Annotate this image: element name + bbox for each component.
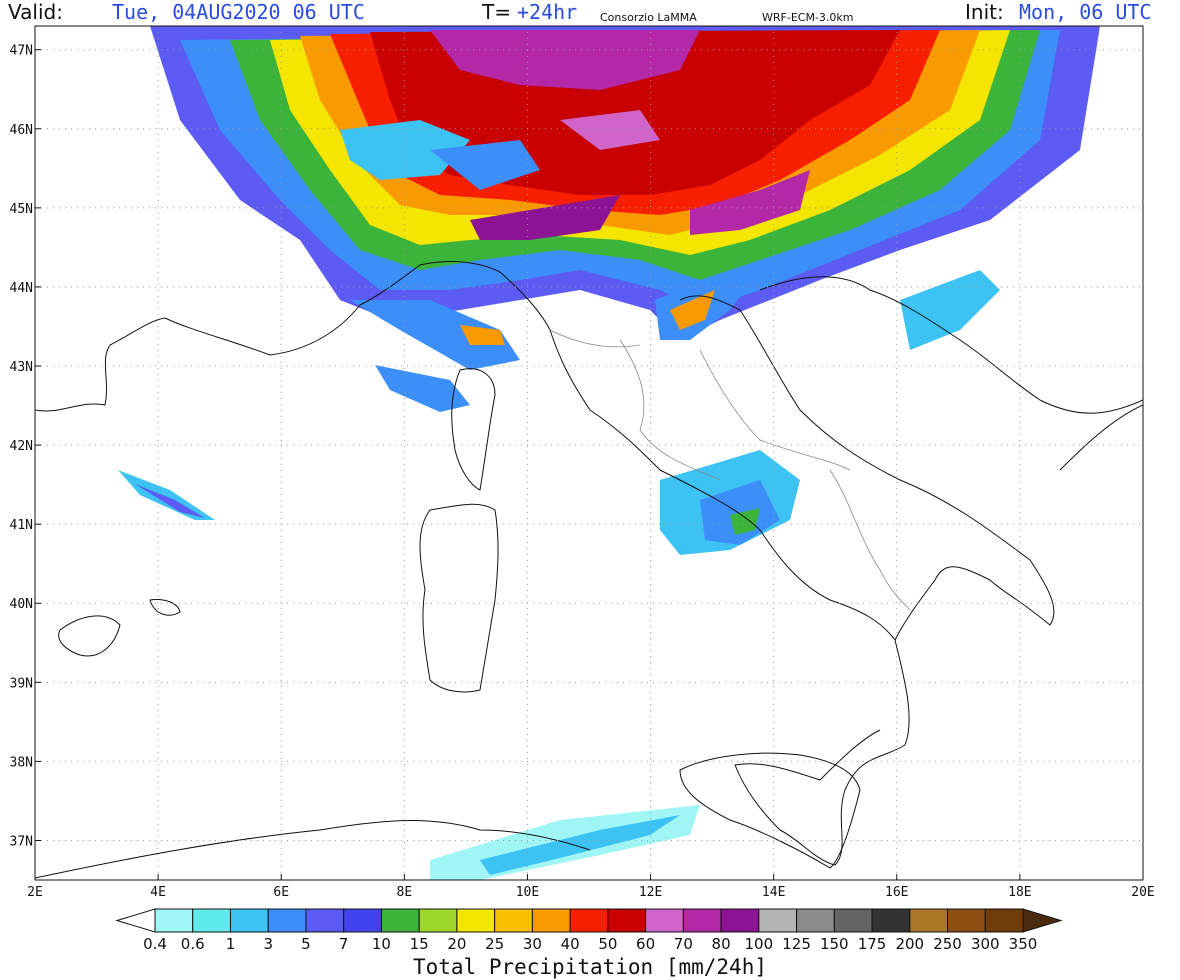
- lat-tick-label: 39N: [10, 676, 33, 691]
- colorbar-high-triangle: [1022, 908, 1063, 933]
- lon-tick-label: 20E: [1131, 885, 1154, 898]
- lat-tick-label: 46N: [10, 123, 33, 138]
- lon-tick-label: 2E: [27, 885, 43, 898]
- colorbar-level-label: 30: [523, 935, 542, 953]
- colorbar-swatch: [154, 908, 194, 933]
- colorbar-level-label: 25: [485, 935, 504, 953]
- lat-tick-label: 47N: [10, 44, 33, 59]
- colorbar-level-label: 40: [561, 935, 580, 953]
- colorbar-level-label: 70: [674, 935, 693, 953]
- lon-tick-label: 4E: [150, 885, 166, 898]
- colorbar-level-label: 5: [301, 935, 311, 953]
- valid-datetime: Tue, 04AUG2020 06 UTC: [112, 0, 365, 24]
- colorbar-swatch: [267, 908, 307, 933]
- lon-tick-label: 10E: [516, 885, 539, 898]
- precipitation-field: [118, 26, 1100, 880]
- lat-tick-label: 44N: [10, 281, 33, 296]
- colorbar-swatch: [947, 908, 986, 933]
- valid-label: Valid:: [8, 0, 63, 24]
- colorbar-swatch: [645, 908, 684, 933]
- colorbar-swatches: [115, 908, 1063, 933]
- model-label: WRF-ECM-3.0km: [762, 11, 854, 24]
- colorbar-low-triangle: [115, 908, 156, 933]
- colorbar-swatch: [192, 908, 231, 933]
- forecast-hour-label: T=: [482, 0, 511, 24]
- colorbar-swatch: [833, 908, 873, 933]
- forecast-hour: +24hr: [517, 0, 578, 24]
- colorbar-swatch: [531, 908, 571, 933]
- colorbar-title: Total Precipitation [mm/24h]: [413, 955, 767, 979]
- colorbar-labels: 0.4 0.6 1 3 5 7 10 15 20 25 30 40 50 60 70 80 100 125 150 1…: [143, 935, 1037, 953]
- colorbar-level-label: 3: [263, 935, 273, 953]
- colorbar-level-label: 15: [410, 935, 429, 953]
- colorbar-level-label: 350: [1009, 935, 1038, 953]
- colorbar-swatch: [569, 908, 609, 933]
- colorbar-swatch: [305, 908, 345, 933]
- colorbar-level-label: 150: [820, 935, 849, 953]
- colorbar-swatch: [871, 908, 911, 933]
- regional-borders: [549, 329, 911, 611]
- colorbar-swatch: [682, 908, 722, 933]
- colorbar-level-label: 0.4: [143, 935, 167, 953]
- precipitation-map: 47N 46N 45N 44N 43N 42N 41N 40N 39N 38N 37N 2E 4E 6E…: [10, 25, 1155, 898]
- lat-tick-label: 40N: [10, 597, 33, 612]
- colorbar-level-label: 80: [712, 935, 731, 953]
- longitude-ticks: 2E 4E 6E 8E 10E 12E 14E 16E 18E 20E: [27, 874, 1155, 898]
- colorbar-swatch: [909, 908, 949, 933]
- latitude-ticks: 47N 46N 45N 44N 43N 42N 41N 40N 39N 38N 37N: [10, 44, 41, 849]
- lon-tick-label: 6E: [273, 885, 289, 898]
- lon-tick-label: 14E: [762, 885, 785, 898]
- coastlines: [35, 261, 1143, 879]
- colorbar-level-label: 250: [933, 935, 962, 953]
- init-datetime: Mon, 06 UTC: [1019, 0, 1152, 24]
- colorbar-level-label: 175: [858, 935, 887, 953]
- lat-tick-label: 42N: [10, 439, 33, 454]
- colorbar-swatch: [607, 908, 647, 933]
- lat-tick-label: 41N: [10, 518, 33, 533]
- colorbar-level-label: 125: [782, 935, 811, 953]
- init-label: Init:: [965, 0, 1004, 24]
- colorbar-level-label: 100: [745, 935, 774, 953]
- lon-tick-label: 8E: [397, 885, 413, 898]
- lat-tick-label: 45N: [10, 202, 33, 217]
- lon-tick-label: 16E: [885, 885, 908, 898]
- lon-tick-label: 12E: [639, 885, 662, 898]
- colorbar-swatch: [229, 908, 269, 933]
- header: Valid: Tue, 04AUG2020 06 UTC T= +24hr Co…: [0, 0, 1180, 26]
- colorbar-swatch: [758, 908, 798, 933]
- colorbar-level-label: 50: [598, 935, 617, 953]
- map-frame: [34, 25, 1144, 881]
- colorbar-level-label: 20: [447, 935, 466, 953]
- colorbar-swatch: [418, 908, 458, 933]
- colorbar-swatch: [343, 908, 382, 933]
- source-label: Consorzio LaMMA: [600, 11, 697, 24]
- colorbar-level-label: 60: [636, 935, 655, 953]
- colorbar-swatch: [796, 908, 835, 933]
- colorbar-swatch: [984, 908, 1024, 933]
- colorbar-level-label: 200: [895, 935, 924, 953]
- colorbar: 0.4 0.6 1 3 5 7 10 15 20 25 30 40 50 60 70 80 100 125 150 1…: [115, 908, 1063, 979]
- lat-tick-label: 43N: [10, 360, 33, 375]
- colorbar-level-label: 10: [372, 935, 391, 953]
- colorbar-swatch: [494, 908, 533, 933]
- colorbar-level-label: 0.6: [181, 935, 205, 953]
- colorbar-swatch: [720, 908, 760, 933]
- colorbar-level-label: 7: [339, 935, 349, 953]
- colorbar-level-label: 300: [971, 935, 1000, 953]
- colorbar-swatch: [380, 908, 420, 933]
- lat-tick-label: 37N: [10, 834, 33, 849]
- lon-tick-label: 18E: [1008, 885, 1031, 898]
- colorbar-swatch: [456, 908, 496, 933]
- lat-tick-label: 38N: [10, 755, 33, 770]
- colorbar-level-label: 1: [226, 935, 236, 953]
